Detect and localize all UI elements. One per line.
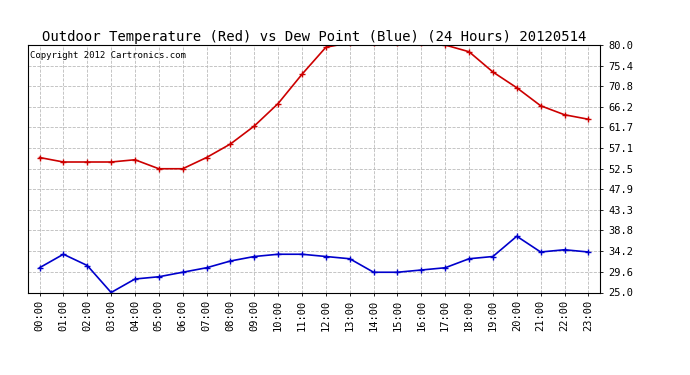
Title: Outdoor Temperature (Red) vs Dew Point (Blue) (24 Hours) 20120514: Outdoor Temperature (Red) vs Dew Point (… <box>42 30 586 44</box>
Text: Copyright 2012 Cartronics.com: Copyright 2012 Cartronics.com <box>30 51 186 60</box>
